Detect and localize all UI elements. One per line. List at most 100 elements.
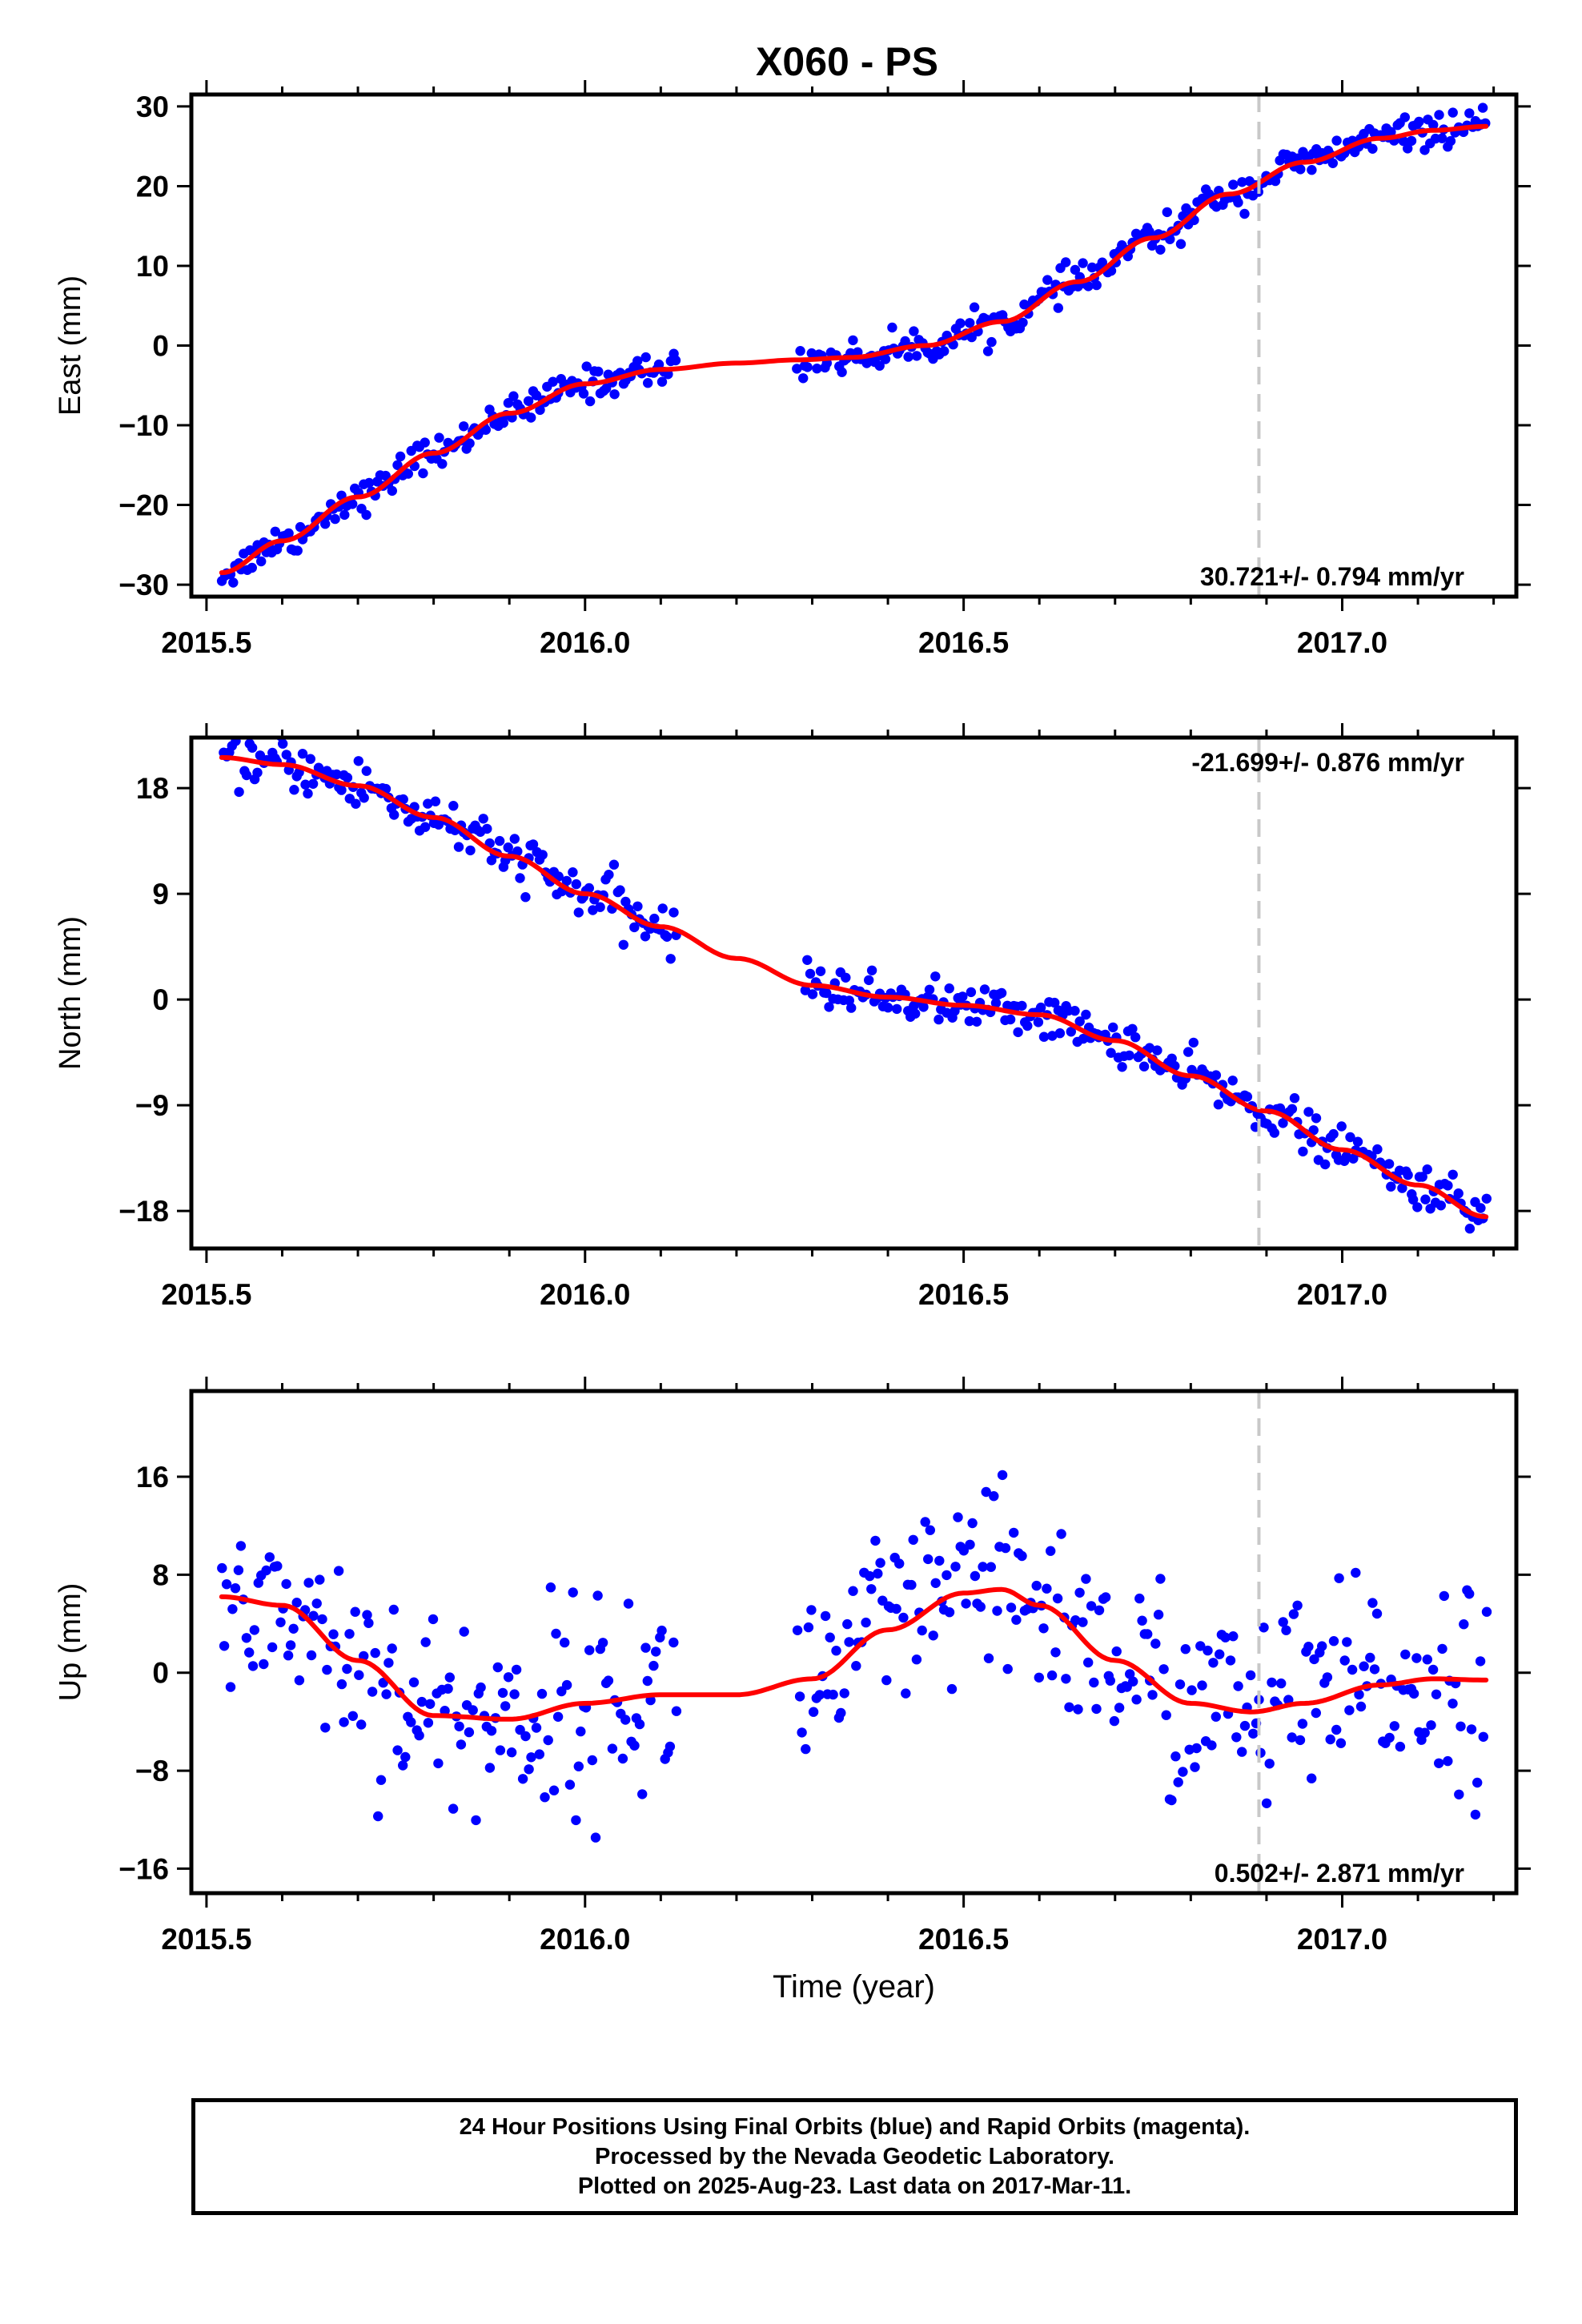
x-tick-label: 2017.0 [1297, 1923, 1387, 1956]
data-point [548, 376, 558, 387]
data-point [252, 767, 263, 778]
up-plot-frame [189, 1389, 1519, 1896]
data-point [359, 793, 369, 803]
data-point [292, 545, 303, 556]
data-point [363, 1618, 374, 1629]
data-point [503, 842, 513, 853]
data-point [1197, 1680, 1207, 1691]
data-point [880, 354, 891, 364]
data-point [1443, 1180, 1453, 1191]
data-point [571, 879, 581, 890]
data-point [1354, 1689, 1364, 1700]
data-point [1348, 1153, 1359, 1164]
data-point [342, 1663, 352, 1675]
data-point [1328, 1128, 1339, 1140]
x-tick-label: 2016.0 [540, 1278, 630, 1311]
data-point [528, 839, 539, 850]
data-point [986, 1562, 997, 1572]
x-tick-label: 2016.0 [540, 626, 630, 659]
data-point [392, 1745, 403, 1755]
data-point [831, 1646, 841, 1656]
data-point [1124, 1050, 1134, 1061]
data-point [603, 369, 613, 380]
panel-north: 2015.5 2016.0 2016.5 2017.0 −18 −9 0 9 18 North (… [54, 723, 1531, 1311]
data-point [1470, 1809, 1481, 1820]
data-point [917, 1625, 927, 1636]
north-y-axis-label: North (mm) [54, 916, 87, 1070]
data-point [640, 1642, 651, 1653]
data-point [373, 1811, 383, 1822]
data-point [924, 984, 935, 995]
x-tick-label: 2016.0 [540, 1923, 630, 1956]
data-point [634, 1719, 645, 1730]
data-point [939, 346, 950, 356]
data-point [800, 985, 811, 995]
data-point [1403, 143, 1413, 154]
north-plot-frame [189, 735, 1519, 1251]
data-point [552, 1711, 564, 1722]
data-point [969, 302, 980, 312]
data-point [632, 901, 643, 912]
data-point [866, 965, 877, 976]
data-point [1052, 1593, 1063, 1604]
data-point [864, 975, 874, 986]
data-point [1108, 1022, 1118, 1033]
data-point [430, 796, 441, 806]
data-point [642, 1675, 652, 1687]
data-point [1261, 1798, 1272, 1808]
data-point [1031, 1580, 1042, 1591]
data-point [464, 1727, 475, 1738]
data-point [1345, 1132, 1355, 1143]
data-point [342, 772, 353, 783]
data-point [571, 1815, 581, 1826]
data-point [1231, 1732, 1242, 1743]
data-point [944, 983, 954, 994]
data-point [1311, 1113, 1322, 1124]
data-point [511, 1664, 522, 1675]
data-point [797, 1727, 807, 1738]
data-point [520, 892, 531, 903]
data-point [1081, 1574, 1091, 1584]
data-point [235, 1541, 247, 1551]
data-point [1400, 1649, 1411, 1660]
data-point [486, 855, 497, 866]
data-point [486, 1726, 497, 1736]
data-point [1054, 1028, 1066, 1039]
data-point [801, 1743, 811, 1755]
data-point [1191, 1743, 1202, 1754]
data-point [459, 1626, 469, 1637]
data-point [584, 396, 596, 407]
x-tick-label: 2017.0 [1297, 1278, 1387, 1311]
y-tick-label: −30 [118, 569, 169, 601]
east-plot-frame [189, 92, 1519, 599]
data-point [1408, 1688, 1419, 1699]
data-point [437, 459, 448, 469]
data-point [249, 1625, 259, 1635]
data-point [225, 1682, 236, 1692]
data-point [1161, 1710, 1171, 1720]
data-point [294, 1675, 305, 1686]
data-point [920, 1517, 930, 1527]
data-point [1447, 1169, 1458, 1180]
data-point [560, 1637, 570, 1648]
data-point [966, 332, 977, 343]
data-point [1142, 1629, 1153, 1639]
data-point [906, 1579, 917, 1590]
data-point [1208, 1658, 1219, 1668]
data-point [1281, 1625, 1291, 1635]
data-point [331, 769, 342, 780]
data-point [901, 1688, 911, 1699]
data-point [978, 1562, 988, 1572]
data-point [315, 1574, 325, 1585]
data-point [403, 468, 413, 479]
data-point [1047, 1031, 1058, 1041]
data-point [1476, 1203, 1486, 1213]
data-point [825, 1632, 835, 1642]
data-point [1411, 1653, 1422, 1663]
data-point [1207, 1740, 1217, 1751]
data-point [1278, 1617, 1288, 1627]
data-point [297, 749, 308, 759]
data-point [1144, 227, 1154, 237]
data-point [608, 859, 620, 870]
data-point [815, 966, 826, 977]
